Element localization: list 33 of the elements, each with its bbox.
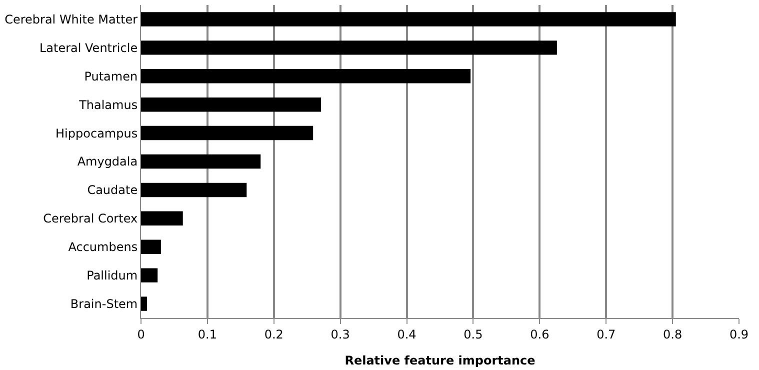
bar (141, 211, 183, 226)
bar (141, 40, 557, 55)
y-tick-label: Pallidum (86, 268, 138, 283)
x-tick-label: 0.8 (663, 327, 682, 342)
y-tick-label: Thalamus (78, 98, 138, 112)
bar (141, 154, 261, 169)
bar (141, 12, 676, 26)
x-tick-label: 0.2 (264, 327, 284, 342)
y-tick-label: Putamen (84, 69, 138, 84)
bar (141, 296, 147, 311)
x-tick-label: 0.1 (198, 327, 217, 342)
y-tick-label: Caudate (87, 183, 138, 198)
bar (141, 97, 322, 112)
x-tick-label: 0.7 (596, 327, 616, 342)
x-tick-label: 0.6 (530, 327, 550, 342)
bar (141, 126, 314, 140)
y-tick-label: Accumbens (68, 240, 138, 254)
bar (141, 268, 158, 282)
x-tick-label: 0.3 (330, 327, 350, 342)
y-tick-label: Hippocampus (56, 126, 138, 140)
x-tick-label: 0.4 (397, 327, 416, 342)
x-tick-label: 0.5 (464, 327, 483, 342)
bar (141, 240, 161, 254)
bar (141, 69, 471, 84)
y-tick-label: Brain-Stem (70, 296, 138, 311)
y-tick-label: Lateral Ventricle (39, 40, 138, 55)
x-axis-title: Relative feature importance (344, 353, 536, 368)
y-tick-label: Cerebral Cortex (43, 212, 138, 226)
y-tick-label: Amygdala (77, 154, 138, 169)
bar (141, 182, 247, 198)
y-tick-label: Cerebral White Matter (4, 12, 138, 26)
x-tick-label: 0.9 (729, 327, 749, 342)
x-tick-label: 0 (137, 327, 145, 342)
